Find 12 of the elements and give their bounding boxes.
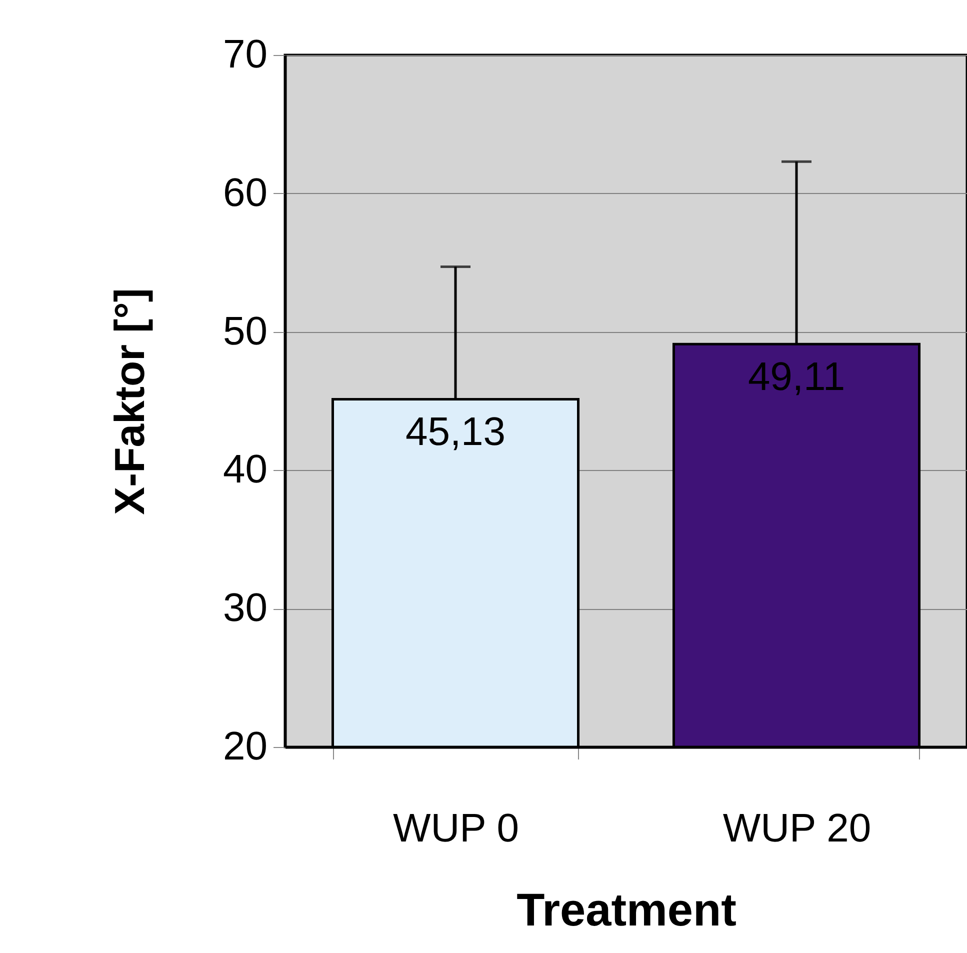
y-tick-label: 30 bbox=[223, 586, 268, 630]
data-label: 49,11 bbox=[748, 355, 846, 400]
y-tick-label: 50 bbox=[223, 309, 268, 354]
x-tick-label: WUP 0 bbox=[393, 806, 519, 850]
x-axis-title: Treatment bbox=[516, 884, 736, 936]
y-tick-label: 60 bbox=[223, 170, 268, 215]
y-tick-label: 20 bbox=[223, 724, 268, 768]
x-tick-label: WUP 20 bbox=[722, 806, 872, 850]
y-tick-label: 40 bbox=[223, 448, 268, 492]
data-label: 45,13 bbox=[405, 410, 506, 454]
y-axis-title: X-Faktor [°] bbox=[106, 288, 154, 515]
y-tick-label: 70 bbox=[223, 32, 268, 76]
